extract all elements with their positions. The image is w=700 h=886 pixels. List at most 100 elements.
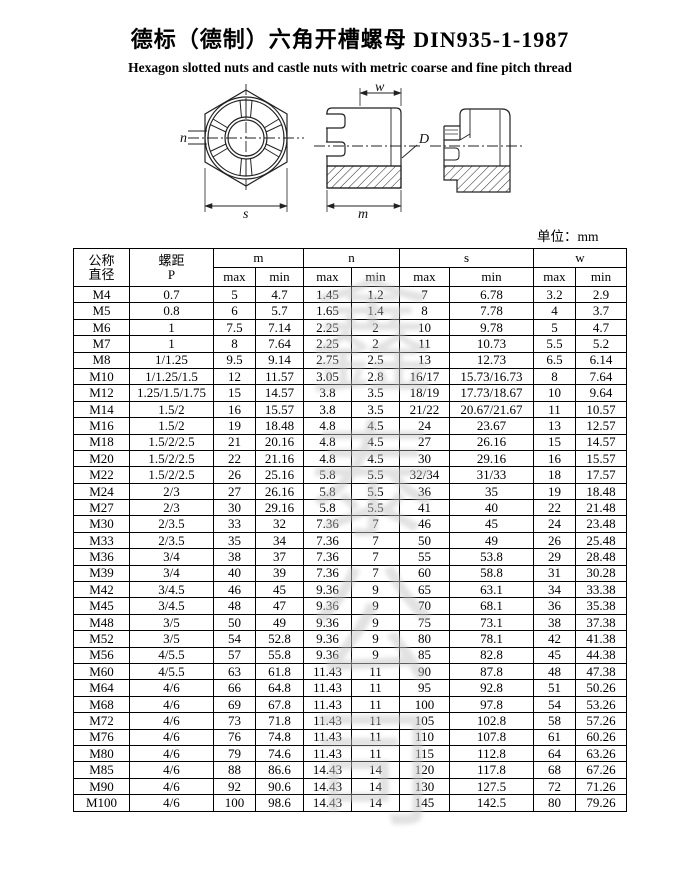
value-cell: 9.36 bbox=[302, 597, 352, 615]
value-cell: 11 bbox=[350, 744, 400, 763]
size-cell: M4 bbox=[72, 285, 130, 304]
value-cell: 71.26 bbox=[574, 777, 628, 796]
size-cell: M72 bbox=[72, 712, 130, 730]
value-cell: 51 bbox=[532, 679, 576, 697]
value-cell: 36 bbox=[532, 597, 576, 615]
value-cell: 11 bbox=[350, 728, 400, 746]
size-cell: M48 bbox=[72, 613, 130, 632]
value-cell: 67.26 bbox=[574, 761, 628, 779]
table-row: M72 4/6 73 71.8 11.43 11 105 102.8 58 57.26 bbox=[72, 712, 628, 730]
value-cell: 38 bbox=[212, 548, 256, 566]
size-cell: M90 bbox=[72, 777, 130, 796]
value-cell: 13 bbox=[532, 417, 576, 435]
value-cell: 2 bbox=[350, 318, 400, 337]
value-cell: 4.8 bbox=[302, 433, 352, 451]
value-cell: 19 bbox=[212, 417, 256, 435]
size-cell: M52 bbox=[72, 630, 130, 648]
value-cell: 21.16 bbox=[254, 449, 304, 468]
value-cell: 3.8 bbox=[302, 384, 352, 402]
value-cell: 86.6 bbox=[254, 761, 304, 779]
value-cell: 64 bbox=[532, 744, 576, 763]
value-cell: 10 bbox=[398, 318, 450, 337]
value-cell: 55.8 bbox=[254, 646, 304, 664]
value-cell: 3.5 bbox=[350, 384, 400, 402]
value-cell: 30 bbox=[212, 499, 256, 517]
table-row: M14 1.5/2 16 15.57 3.8 3.5 21/22 20.67/21.67 11 1… bbox=[72, 400, 628, 419]
value-cell: 11 bbox=[350, 679, 400, 697]
value-cell: 4/6 bbox=[128, 728, 214, 746]
value-cell: 47 bbox=[254, 597, 304, 615]
value-cell: 145 bbox=[398, 794, 450, 812]
value-cell: 14 bbox=[350, 777, 400, 796]
value-cell: 26 bbox=[532, 531, 576, 550]
value-cell: 6.78 bbox=[448, 285, 534, 304]
header-group-n: n bbox=[302, 248, 400, 268]
table-header: 公称 直径 螺距 P m n s w max min max min max m… bbox=[72, 248, 628, 287]
value-cell: 68.1 bbox=[448, 597, 534, 615]
value-cell: 79.26 bbox=[574, 794, 628, 812]
value-cell: 57 bbox=[212, 646, 256, 664]
value-cell: 35.38 bbox=[574, 597, 628, 615]
value-cell: 90.6 bbox=[254, 777, 304, 796]
value-cell: 31/33 bbox=[448, 466, 534, 484]
value-cell: 4/5.5 bbox=[128, 662, 214, 681]
value-cell: 58 bbox=[532, 712, 576, 730]
value-cell: 23.48 bbox=[574, 515, 628, 533]
value-cell: 11.43 bbox=[302, 712, 352, 730]
value-cell: 22 bbox=[532, 499, 576, 517]
header-group-m: m bbox=[212, 248, 304, 268]
value-cell: 58.8 bbox=[448, 564, 534, 583]
table-row: M100 4/6 100 98.6 14.43 14 145 142.5 80 79.26 bbox=[72, 794, 628, 812]
value-cell: 16 bbox=[212, 400, 256, 419]
value-cell: 3/5 bbox=[128, 630, 214, 648]
header-w-min: min bbox=[574, 267, 628, 287]
value-cell: 3.8 bbox=[302, 400, 352, 419]
value-cell: 41.38 bbox=[574, 630, 628, 648]
size-cell: M85 bbox=[72, 761, 130, 779]
value-cell: 1 bbox=[128, 335, 214, 353]
value-cell: 14.43 bbox=[302, 794, 352, 812]
value-cell: 19 bbox=[532, 482, 576, 501]
value-cell: 2.25 bbox=[302, 335, 352, 353]
value-cell: 97.8 bbox=[448, 695, 534, 714]
value-cell: 107.8 bbox=[448, 728, 534, 746]
value-cell: 4.7 bbox=[574, 318, 628, 337]
value-cell: 5.8 bbox=[302, 499, 352, 517]
value-cell: 98.6 bbox=[254, 794, 304, 812]
value-cell: 20.16 bbox=[254, 433, 304, 451]
table-row: M5 0.8 6 5.7 1.65 1.4 8 7.78 4 3.7 bbox=[72, 302, 628, 320]
header-nominal-diameter: 公称 直径 bbox=[72, 248, 130, 287]
value-cell: 11.43 bbox=[302, 744, 352, 763]
value-cell: 46 bbox=[398, 515, 450, 533]
value-cell: 9.5 bbox=[212, 351, 256, 369]
size-cell: M56 bbox=[72, 646, 130, 664]
size-cell: M33 bbox=[72, 531, 130, 550]
size-cell: M7 bbox=[72, 335, 130, 353]
value-cell: 10.73 bbox=[448, 335, 534, 353]
value-cell: 20.67/21.67 bbox=[448, 400, 534, 419]
value-cell: 14.57 bbox=[574, 433, 628, 451]
value-cell: 31 bbox=[532, 564, 576, 583]
value-cell: 16/17 bbox=[398, 367, 450, 386]
value-cell: 9 bbox=[350, 581, 400, 599]
value-cell: 9.36 bbox=[302, 581, 352, 599]
value-cell: 52.8 bbox=[254, 630, 304, 648]
size-cell: M5 bbox=[72, 302, 130, 320]
value-cell: 4/6 bbox=[128, 777, 214, 796]
value-cell: 102.8 bbox=[448, 712, 534, 730]
value-cell: 21 bbox=[212, 433, 256, 451]
value-cell: 5.7 bbox=[254, 302, 304, 320]
size-cell: M100 bbox=[72, 794, 130, 812]
value-cell: 25.48 bbox=[574, 531, 628, 550]
value-cell: 15 bbox=[532, 433, 576, 451]
value-cell: 50.26 bbox=[574, 679, 628, 697]
value-cell: 4/6 bbox=[128, 744, 214, 763]
size-cell: M22 bbox=[72, 466, 130, 484]
value-cell: 6.5 bbox=[532, 351, 576, 369]
table-row: M68 4/6 69 67.8 11.43 11 100 97.8 54 53.26 bbox=[72, 695, 628, 714]
value-cell: 42 bbox=[532, 630, 576, 648]
value-cell: 10 bbox=[532, 384, 576, 402]
header-s-min: min bbox=[448, 267, 534, 287]
value-cell: 37.38 bbox=[574, 613, 628, 632]
value-cell: 40 bbox=[212, 564, 256, 583]
